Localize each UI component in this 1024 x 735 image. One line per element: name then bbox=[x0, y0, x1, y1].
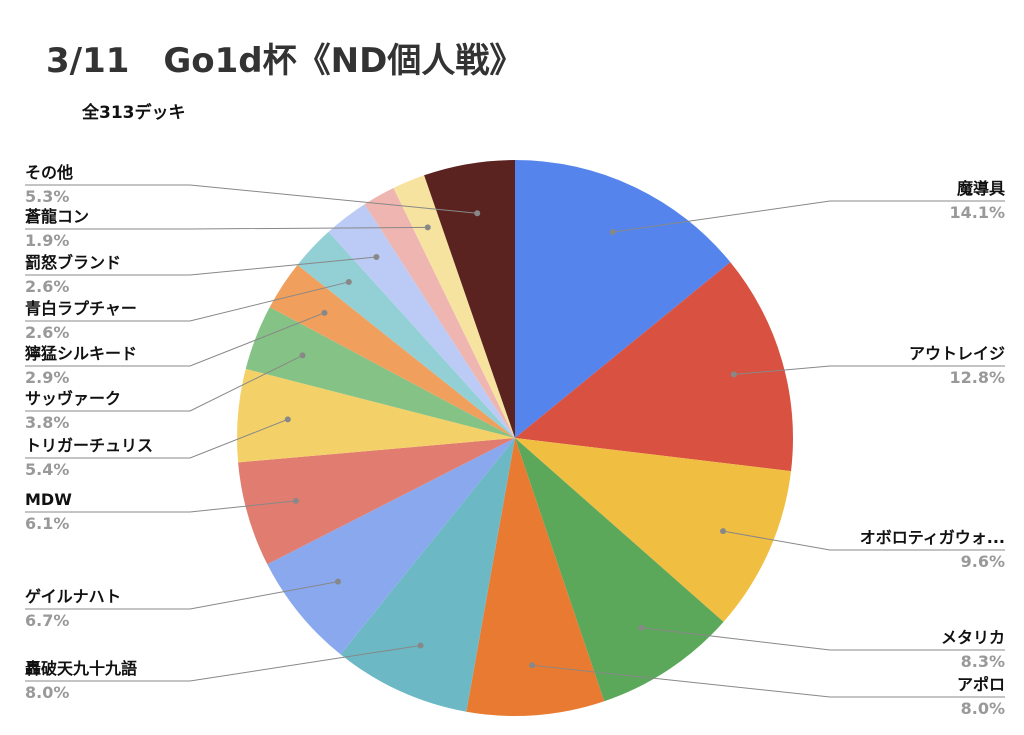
slice-label: オボロティガウォ... bbox=[860, 528, 1005, 547]
leader-dot bbox=[424, 224, 431, 231]
leader-dot bbox=[284, 416, 291, 423]
leader-dot bbox=[609, 229, 616, 236]
slice-percent: 9.6% bbox=[961, 552, 1005, 571]
slice-label: 罰怒ブランド bbox=[25, 253, 121, 272]
slice-label: アウトレイジ bbox=[909, 344, 1005, 363]
slice-percent: 14.1% bbox=[949, 203, 1005, 222]
slice-percent: 6.1% bbox=[25, 514, 69, 533]
slice-percent: 3.8% bbox=[25, 413, 69, 432]
slice-percent: 2.9% bbox=[25, 368, 69, 387]
slice-percent: 6.7% bbox=[25, 611, 69, 630]
leader-line bbox=[733, 365, 1005, 375]
leader-dot bbox=[417, 642, 424, 649]
slice-label: 轟破天九十九語 bbox=[25, 659, 137, 678]
leader-line bbox=[25, 500, 296, 513]
pie-slice bbox=[297, 231, 515, 438]
slice-label: トリガーチュリス bbox=[25, 436, 153, 455]
leader-dot bbox=[529, 662, 536, 669]
leader-line bbox=[25, 418, 288, 459]
leader-line bbox=[25, 226, 428, 230]
pie-slice bbox=[466, 438, 605, 716]
slice-label: その他 bbox=[25, 163, 73, 182]
leader-line bbox=[25, 184, 478, 214]
leader-line bbox=[612, 200, 1005, 233]
pie-slice bbox=[515, 160, 731, 438]
leader-dot bbox=[638, 624, 645, 631]
slice-percent: 8.0% bbox=[961, 699, 1005, 718]
leader-line bbox=[25, 256, 377, 276]
pie-slice bbox=[269, 264, 515, 438]
slice-label: メタリカ bbox=[941, 628, 1005, 647]
pie-slice bbox=[237, 368, 516, 463]
slice-percent: 1.9% bbox=[25, 231, 69, 250]
slice-percent: 2.6% bbox=[25, 323, 69, 342]
slice-percent: 8.0% bbox=[25, 683, 69, 702]
leader-line bbox=[722, 530, 1005, 551]
slice-label: MDW bbox=[25, 490, 72, 509]
chart-subtitle: 全313デッキ bbox=[81, 102, 186, 123]
pie-slice bbox=[328, 204, 515, 438]
leader-dot bbox=[292, 497, 299, 504]
pie-slice bbox=[245, 307, 515, 438]
leader-line bbox=[25, 644, 421, 682]
leader-dot bbox=[299, 352, 306, 359]
leader-line bbox=[25, 581, 339, 610]
slice-label: 魔導具 bbox=[957, 179, 1005, 198]
pie-slice bbox=[515, 438, 724, 702]
pie-slice bbox=[515, 262, 793, 472]
slice-percent: 5.3% bbox=[25, 187, 69, 206]
chart-title: 3/11 Go1d杯《ND個人戦》 bbox=[46, 41, 523, 81]
leader-dot bbox=[321, 309, 328, 316]
slice-percent: 12.8% bbox=[949, 368, 1005, 387]
leader-line bbox=[641, 627, 1005, 651]
slice-label: 蒼龍コン bbox=[25, 207, 89, 226]
pie-slice bbox=[393, 175, 515, 438]
leader-line bbox=[532, 664, 1005, 698]
pie-slice bbox=[515, 438, 792, 622]
pie-slice bbox=[238, 438, 515, 565]
slice-percent: 2.6% bbox=[25, 277, 69, 296]
slice-label: 獰猛シルキード bbox=[25, 344, 137, 363]
pie-slice bbox=[267, 438, 515, 655]
leader-dot bbox=[334, 578, 341, 585]
pie-slice bbox=[364, 187, 515, 438]
slice-label: アポロ bbox=[957, 675, 1005, 694]
slice-percent: 8.3% bbox=[961, 652, 1005, 671]
leader-line bbox=[25, 281, 349, 322]
slice-percent: 5.4% bbox=[25, 460, 69, 479]
pie-slice bbox=[424, 160, 515, 438]
leader-dot bbox=[373, 254, 380, 261]
leader-line bbox=[25, 312, 325, 367]
leader-dot bbox=[474, 210, 481, 217]
pie-slice bbox=[340, 438, 515, 712]
leader-dot bbox=[730, 371, 737, 378]
slice-label: サッヴァーク bbox=[25, 389, 121, 408]
slice-label: 青白ラプチャー bbox=[25, 299, 137, 318]
leader-dot bbox=[345, 278, 352, 285]
leader-line bbox=[25, 354, 303, 412]
leader-dot bbox=[720, 528, 727, 535]
slice-label: ゲイルナハト bbox=[25, 587, 121, 606]
